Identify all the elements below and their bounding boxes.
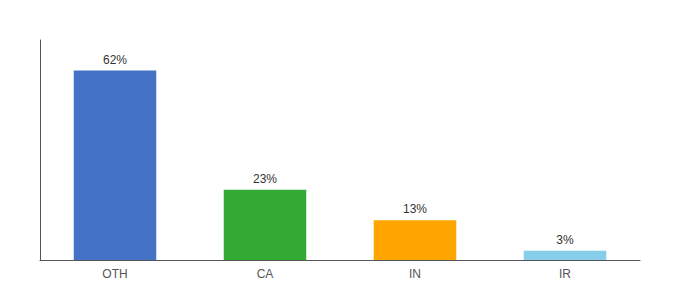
svg-text:13%: 13%: [403, 202, 427, 216]
svg-text:3%: 3%: [556, 233, 574, 247]
svg-text:23%: 23%: [253, 172, 277, 186]
svg-text:IN: IN: [409, 267, 421, 281]
svg-text:IR: IR: [559, 267, 571, 281]
svg-text:OTH: OTH: [102, 267, 127, 281]
svg-text:62%: 62%: [103, 53, 127, 67]
svg-text:CA: CA: [257, 267, 274, 281]
